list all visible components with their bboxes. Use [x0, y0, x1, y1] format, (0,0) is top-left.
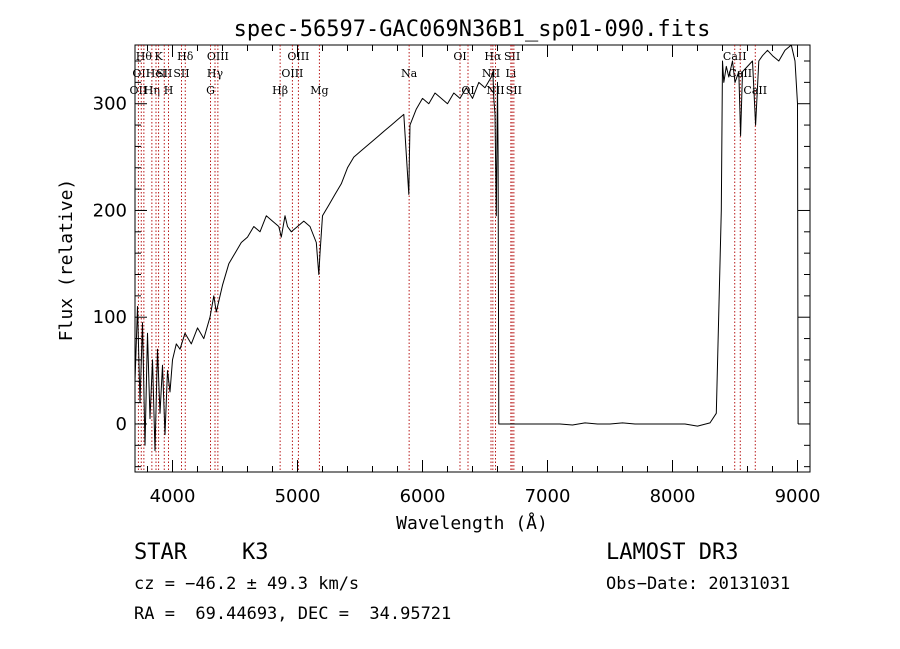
coordinates: RA = 69.44693, DEC = 34.95721 [134, 604, 452, 624]
spectral-line-markers: OII OII Hθ Hη HeI K SII H SII Hδ G Hγ OIII Hβ OIII OIII… [130, 45, 767, 472]
line-marker-label: Na [401, 67, 418, 80]
chart-title: spec-56597-GAC069N36B1_sp01-090.fits [234, 17, 711, 42]
line-marker-label: Hδ [177, 50, 194, 63]
x-tick-label: 7000 [525, 486, 571, 507]
line-marker-label: H [164, 84, 174, 97]
line-marker-label: SII [156, 67, 172, 80]
x-tick-label: 6000 [400, 486, 446, 507]
line-marker-label: CaII [728, 67, 752, 80]
line-marker-label: HeI [146, 67, 166, 80]
line-marker-label: OIII [207, 50, 229, 63]
line-marker-label: CaII [723, 50, 747, 63]
line-marker-label: K [155, 50, 164, 63]
x-axis-label: Wavelength (Å) [396, 512, 548, 534]
line-marker-label: Hα [484, 50, 502, 63]
line-marker-label: CaII [743, 84, 767, 97]
obs-date: Obs−Date: 20131031 [606, 574, 791, 594]
axis-ticks: 4000 5000 6000 7000 8000 9000 0 100 200 300 [93, 45, 821, 507]
line-marker-label: Hη [144, 84, 160, 97]
line-marker-label: G [206, 84, 215, 97]
y-tick-label: 300 [93, 94, 127, 115]
line-marker-label: Mg [310, 84, 328, 97]
line-marker-label: SII [173, 67, 189, 80]
plot-frame [134, 44, 811, 473]
x-tick-label: 4000 [150, 486, 196, 507]
line-marker-label: OII [132, 67, 150, 80]
object-subclass: K3 [242, 540, 269, 565]
line-marker-label: Hγ [207, 67, 224, 80]
y-tick-label: 200 [93, 200, 127, 221]
line-marker-label: Li [505, 67, 516, 80]
spectrum-line [134, 44, 799, 452]
object-class: STAR [134, 540, 187, 565]
line-marker-label: OII [130, 84, 148, 97]
x-tick-label: 8000 [650, 486, 696, 507]
redshift-cz: cz = −46.2 ± 49.3 km/s [134, 574, 360, 594]
survey-name: LAMOST DR3 [606, 540, 739, 565]
line-marker-label: SII [506, 84, 522, 97]
line-marker-label: OI [453, 50, 466, 63]
line-marker-label: SII [504, 50, 520, 63]
line-marker-label: Hβ [272, 84, 288, 97]
line-marker-label: Hθ [136, 50, 153, 63]
y-tick-label: 0 [116, 414, 127, 435]
y-axis-label: Flux (relative) [56, 179, 77, 342]
y-tick-label: 100 [93, 307, 127, 328]
line-marker-label: OIII [281, 67, 303, 80]
line-marker-label: NII [486, 84, 504, 97]
x-tick-label: 9000 [775, 486, 821, 507]
line-marker-label: OIII [287, 50, 309, 63]
x-tick-label: 5000 [275, 486, 321, 507]
